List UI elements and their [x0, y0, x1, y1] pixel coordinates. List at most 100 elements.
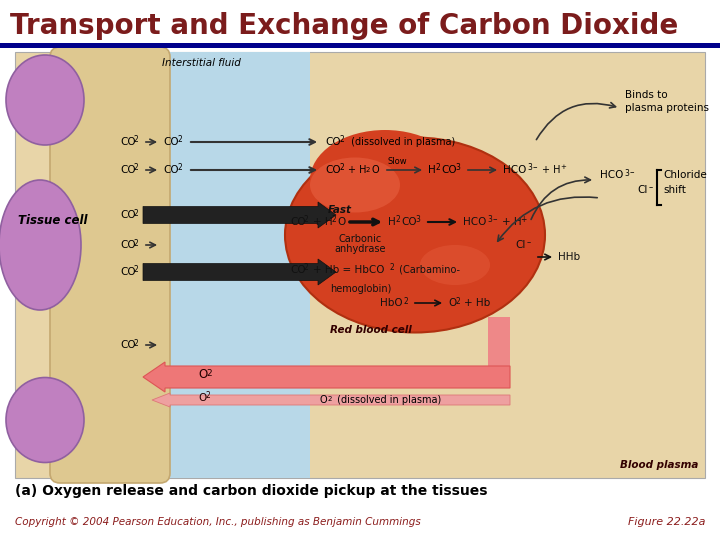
- Text: (a) Oxygen release and carbon dioxide pickup at the tissues: (a) Oxygen release and carbon dioxide pi…: [15, 484, 487, 498]
- Text: 2: 2: [395, 215, 400, 225]
- Text: HCO: HCO: [463, 217, 487, 227]
- Text: O: O: [372, 165, 379, 175]
- Text: –: –: [527, 239, 531, 247]
- Text: 2: 2: [206, 392, 211, 401]
- Text: CO: CO: [163, 165, 179, 175]
- Bar: [488, 317, 510, 377]
- Ellipse shape: [310, 130, 460, 230]
- Text: + Hb: + Hb: [464, 298, 490, 308]
- Text: HCO: HCO: [503, 165, 526, 175]
- Text: O: O: [337, 217, 346, 227]
- Text: 2: 2: [177, 164, 181, 172]
- Text: HCO: HCO: [600, 170, 624, 180]
- Ellipse shape: [420, 245, 490, 285]
- Text: 2: 2: [328, 396, 333, 402]
- Text: Carbonic: Carbonic: [338, 234, 382, 244]
- FancyArrow shape: [143, 202, 336, 228]
- Text: 3: 3: [527, 164, 532, 172]
- Ellipse shape: [0, 180, 81, 310]
- FancyArrow shape: [143, 259, 336, 285]
- Text: (Carbamino-: (Carbamino-: [396, 265, 460, 275]
- Text: +: +: [560, 164, 566, 170]
- Text: CO: CO: [290, 217, 305, 227]
- Bar: [158, 52, 310, 478]
- Text: 2: 2: [390, 264, 395, 273]
- Text: + H: + H: [542, 165, 560, 175]
- Text: CO: CO: [120, 267, 135, 277]
- Text: shift: shift: [663, 185, 686, 195]
- Bar: [15, 52, 705, 478]
- Text: 3: 3: [624, 168, 629, 178]
- Text: Fast: Fast: [328, 205, 352, 215]
- Text: hemoglobin): hemoglobin): [330, 284, 392, 294]
- Text: HbO: HbO: [380, 298, 402, 308]
- Ellipse shape: [6, 55, 84, 145]
- Text: –: –: [649, 184, 653, 192]
- Text: CO: CO: [325, 165, 341, 175]
- Text: 2: 2: [404, 296, 409, 306]
- Bar: [0, 43, 720, 48]
- Text: 2: 2: [304, 264, 309, 273]
- Text: O: O: [198, 368, 207, 381]
- Text: Red blood cell: Red blood cell: [330, 325, 412, 335]
- Text: 2: 2: [366, 166, 370, 172]
- Text: –: –: [493, 215, 498, 225]
- Text: CO: CO: [120, 240, 135, 250]
- Text: 3: 3: [415, 215, 420, 225]
- FancyArrow shape: [152, 393, 510, 407]
- Text: O: O: [320, 395, 328, 405]
- Text: 2: 2: [134, 266, 139, 274]
- Text: + H: + H: [502, 217, 521, 227]
- Text: Tissue cell: Tissue cell: [18, 213, 88, 226]
- FancyArrow shape: [143, 362, 510, 392]
- Text: 2: 2: [435, 164, 440, 172]
- Text: CO: CO: [290, 265, 305, 275]
- Text: Blood plasma: Blood plasma: [620, 460, 698, 470]
- Text: plasma proteins: plasma proteins: [625, 103, 709, 113]
- Text: 2: 2: [134, 239, 139, 247]
- Text: Copyright © 2004 Pearson Education, Inc., publishing as Benjamin Cummings: Copyright © 2004 Pearson Education, Inc.…: [15, 517, 420, 527]
- Text: +: +: [520, 214, 526, 224]
- Text: CO: CO: [120, 210, 135, 220]
- Text: Figure 22.22a: Figure 22.22a: [628, 517, 705, 527]
- Text: (dissolved in plasma): (dissolved in plasma): [334, 395, 441, 405]
- Text: + H: + H: [313, 217, 333, 227]
- Text: –: –: [630, 168, 634, 178]
- Text: CO: CO: [401, 217, 417, 227]
- Text: H: H: [428, 165, 436, 175]
- Text: CO: CO: [325, 137, 341, 147]
- Text: Transport and Exchange of Carbon Dioxide: Transport and Exchange of Carbon Dioxide: [10, 12, 678, 40]
- Text: CO: CO: [441, 165, 456, 175]
- Text: + Hb = HbCO: + Hb = HbCO: [313, 265, 384, 275]
- Text: 3: 3: [455, 164, 460, 172]
- Ellipse shape: [310, 158, 400, 213]
- Text: 2: 2: [304, 215, 309, 225]
- Text: H: H: [388, 217, 396, 227]
- Text: CO: CO: [163, 137, 179, 147]
- Text: O: O: [198, 393, 206, 403]
- Text: Cl: Cl: [637, 185, 647, 195]
- Ellipse shape: [285, 138, 545, 333]
- FancyBboxPatch shape: [50, 47, 170, 483]
- Ellipse shape: [6, 377, 84, 462]
- Text: 2: 2: [177, 136, 181, 145]
- Text: CO: CO: [120, 137, 135, 147]
- Text: Interstitial fluid: Interstitial fluid: [162, 58, 241, 68]
- Text: CO: CO: [120, 340, 135, 350]
- Text: CO: CO: [120, 165, 135, 175]
- Text: 2: 2: [339, 136, 343, 145]
- Text: HHb: HHb: [558, 252, 580, 262]
- Text: 2: 2: [339, 164, 343, 172]
- Text: (dissolved in plasma): (dissolved in plasma): [348, 137, 455, 147]
- Text: O: O: [448, 298, 456, 308]
- Text: 2: 2: [134, 164, 139, 172]
- Text: Binds to: Binds to: [625, 90, 667, 100]
- Text: 2: 2: [206, 368, 212, 377]
- Text: + H: + H: [348, 165, 366, 175]
- Text: anhydrase: anhydrase: [334, 244, 386, 254]
- Text: 2: 2: [134, 208, 139, 218]
- Text: Slow: Slow: [387, 157, 407, 166]
- Text: 2: 2: [134, 339, 139, 348]
- Text: 2: 2: [331, 215, 336, 225]
- Text: Cl: Cl: [515, 240, 526, 250]
